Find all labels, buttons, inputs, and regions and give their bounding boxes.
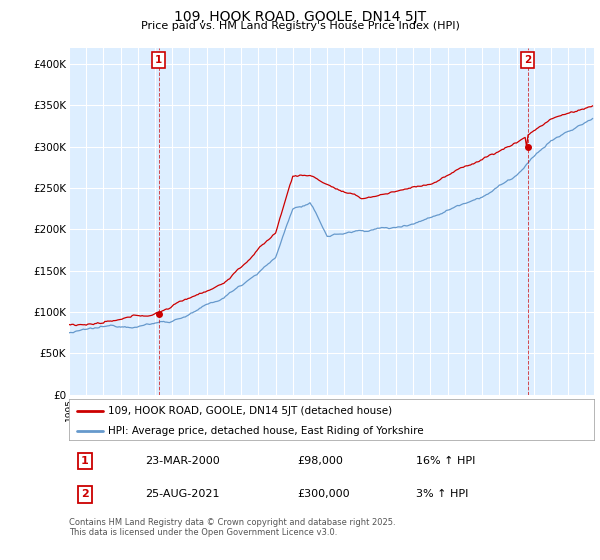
Text: 2: 2: [524, 55, 531, 65]
Text: HPI: Average price, detached house, East Riding of Yorkshire: HPI: Average price, detached house, East…: [109, 426, 424, 436]
Text: £300,000: £300,000: [298, 489, 350, 500]
Text: 23-MAR-2000: 23-MAR-2000: [145, 456, 220, 466]
Text: £98,000: £98,000: [298, 456, 343, 466]
Text: 2: 2: [81, 489, 89, 500]
Text: 3% ↑ HPI: 3% ↑ HPI: [415, 489, 468, 500]
Text: Price paid vs. HM Land Registry's House Price Index (HPI): Price paid vs. HM Land Registry's House …: [140, 21, 460, 31]
Text: 109, HOOK ROAD, GOOLE, DN14 5JT (detached house): 109, HOOK ROAD, GOOLE, DN14 5JT (detache…: [109, 405, 392, 416]
Text: Contains HM Land Registry data © Crown copyright and database right 2025.
This d: Contains HM Land Registry data © Crown c…: [69, 518, 395, 538]
Text: 16% ↑ HPI: 16% ↑ HPI: [415, 456, 475, 466]
Text: 1: 1: [81, 456, 89, 466]
Text: 25-AUG-2021: 25-AUG-2021: [145, 489, 220, 500]
Text: 1: 1: [155, 55, 163, 65]
Text: 109, HOOK ROAD, GOOLE, DN14 5JT: 109, HOOK ROAD, GOOLE, DN14 5JT: [174, 10, 426, 24]
